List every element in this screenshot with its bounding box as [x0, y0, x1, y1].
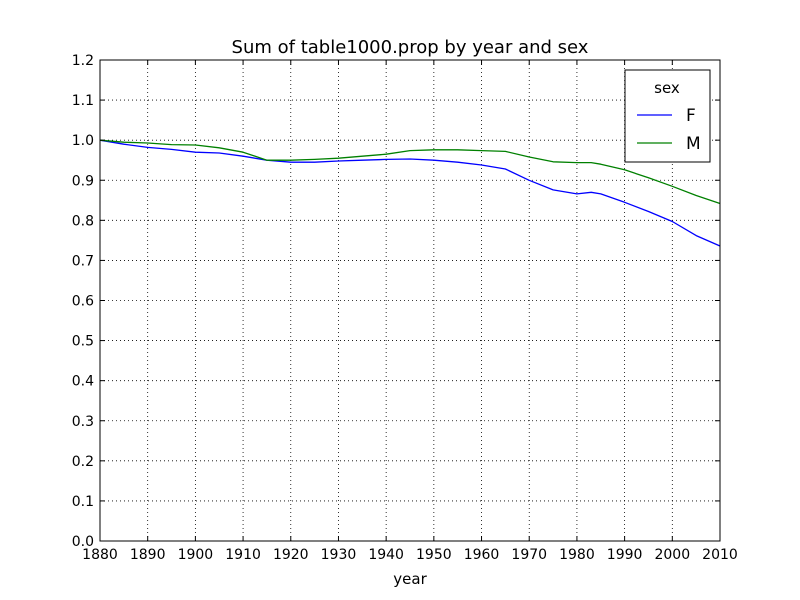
- legend-label-f: F: [686, 106, 696, 126]
- chart-title: Sum of table1000.prop by year and sex: [232, 37, 589, 58]
- x-tick-label: 1920: [273, 547, 309, 563]
- legend: sex F M: [624, 69, 711, 163]
- x-tick-label: 1980: [559, 547, 595, 563]
- x-tick-label: 2000: [654, 547, 690, 563]
- x-tick-label: 1970: [511, 547, 547, 563]
- axis-ticks: 1880 1890 1900 1910 1920 1930 1940 1950 1960 1970…: [72, 53, 738, 563]
- series-line-f: [99, 139, 721, 247]
- y-tick-label: 0.1: [72, 494, 94, 510]
- y-tick-label: 0.0: [72, 534, 94, 550]
- x-axis-label: year: [393, 570, 427, 588]
- series-layer: [99, 139, 721, 247]
- y-tick-label: 0.7: [72, 253, 94, 269]
- y-tick-label: 0.2: [72, 454, 94, 470]
- grid-lines: [99, 59, 721, 542]
- y-tick-label: 0.8: [72, 213, 94, 229]
- y-tick-label: 0.9: [72, 173, 94, 189]
- x-tick-label: 1940: [368, 547, 404, 563]
- y-tick-label: 0.3: [72, 414, 94, 430]
- legend-title: sex: [654, 79, 680, 97]
- x-tick-label: 1960: [464, 547, 500, 563]
- y-tick-label: 0.4: [72, 374, 94, 390]
- y-tick-label: 1.1: [72, 93, 94, 109]
- x-tick-label: 1950: [416, 547, 452, 563]
- x-tick-label: 1900: [178, 547, 214, 563]
- x-tick-label: 1910: [225, 547, 261, 563]
- x-tick-label: 1930: [321, 547, 357, 563]
- legend-box: [624, 69, 711, 163]
- x-tick-label: 1880: [82, 547, 118, 563]
- y-tick-label: 0.5: [72, 334, 94, 350]
- x-tick-label: 1890: [130, 547, 166, 563]
- x-tick-label: 1990: [607, 547, 643, 563]
- series-line-m: [99, 139, 721, 205]
- x-tick-label: 2010: [702, 547, 738, 563]
- y-tick-label: 1.2: [72, 53, 94, 69]
- legend-label-m: M: [686, 134, 701, 154]
- y-tick-label: 1.0: [72, 133, 94, 149]
- y-tick-label: 0.6: [72, 294, 94, 310]
